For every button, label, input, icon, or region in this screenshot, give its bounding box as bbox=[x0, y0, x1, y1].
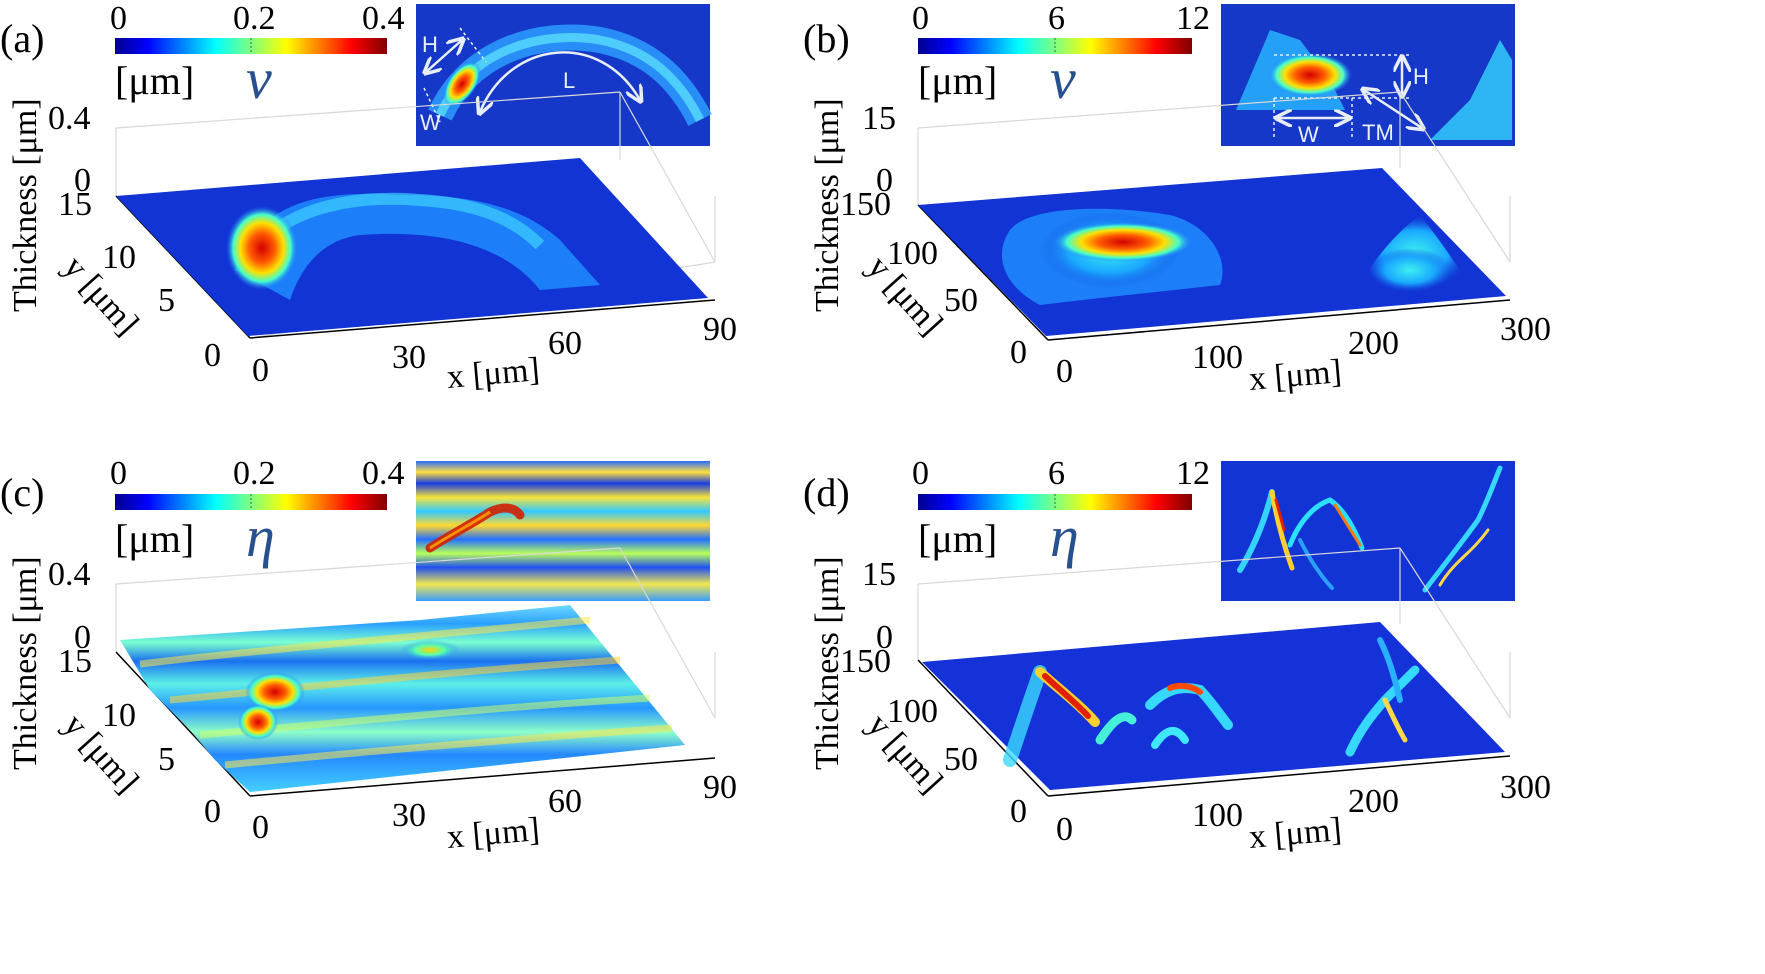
panel-b-y-tick: 150 bbox=[840, 186, 891, 223]
panel-d: (d) 0 6 12 [μm] η bbox=[803, 455, 1551, 856]
panel-d-x-label: x [μm] bbox=[1247, 811, 1343, 856]
panel-b-symbol: ν bbox=[1050, 46, 1076, 111]
panel-b-cbar-tick: 12 bbox=[1176, 0, 1210, 37]
panel-b-letter: (b) bbox=[803, 16, 850, 61]
panel-d-x-tick: 0 bbox=[1056, 811, 1073, 848]
panel-d-z-label: Thickness [μm] bbox=[809, 556, 846, 770]
panel-b-cbar-tick: 0 bbox=[912, 0, 929, 37]
panel-d-symbol: η bbox=[1050, 504, 1079, 569]
panel-a-x-tick: 0 bbox=[252, 352, 269, 389]
panel-a-inset: H L W bbox=[416, 4, 712, 146]
inset-label: L bbox=[563, 68, 575, 93]
panel-c-x-tick: 30 bbox=[392, 797, 426, 834]
panel-c-y-tick: 0 bbox=[204, 793, 221, 830]
inset-label: W bbox=[1298, 122, 1319, 147]
panel-a-unit: [μm] bbox=[115, 58, 194, 103]
panel-b-x-tick: 0 bbox=[1056, 353, 1073, 390]
panel-b-x-label: x [μm] bbox=[1247, 353, 1343, 398]
panel-d-x-tick: 200 bbox=[1348, 783, 1399, 820]
panel-c-z-label: Thickness [μm] bbox=[7, 556, 44, 770]
panel-c-cbar-tick: 0.4 bbox=[362, 455, 405, 492]
panel-c-x-label: x [μm] bbox=[445, 811, 541, 856]
panel-c-z-tick: 0 bbox=[74, 619, 91, 656]
panel-a-y-tick: 0 bbox=[204, 337, 221, 374]
panel-c-y-tick: 15 bbox=[58, 643, 92, 680]
panel-d-y-tick: 0 bbox=[1010, 793, 1027, 830]
panel-d-letter: (d) bbox=[803, 470, 850, 515]
panel-d-x-tick: 100 bbox=[1192, 797, 1243, 834]
panel-a-x-tick: 60 bbox=[548, 325, 582, 362]
panel-a: (a) 0 0.2 0.4 [μm] ν H L W bbox=[0, 0, 737, 396]
panel-d-x-tick: 300 bbox=[1500, 769, 1551, 806]
panel-b-y-tick: 100 bbox=[887, 235, 938, 272]
panel-c-unit: [μm] bbox=[115, 516, 194, 561]
panel-c: (c) 0 0.2 0.4 [μm] η 0.4 bbox=[0, 455, 737, 856]
panel-d-y-tick: 50 bbox=[944, 741, 978, 778]
panel-a-cbar-tick: 0.2 bbox=[233, 0, 276, 37]
panel-b-cbar-tick: 6 bbox=[1048, 0, 1065, 37]
panel-d-box bbox=[917, 547, 1511, 719]
panel-c-cbar-tick: 0.2 bbox=[233, 455, 276, 492]
panel-d-cbar-tick: 6 bbox=[1048, 455, 1065, 492]
panel-c-box bbox=[115, 547, 716, 719]
panel-c-x-tick: 0 bbox=[252, 809, 269, 846]
panel-a-y-tick: 5 bbox=[158, 282, 175, 319]
panel-d-y-tick: 100 bbox=[887, 693, 938, 730]
panel-c-x-tick: 90 bbox=[703, 769, 737, 806]
panel-d-z-tick: 15 bbox=[862, 556, 896, 593]
panel-b-unit: [μm] bbox=[918, 58, 997, 103]
panel-a-cbar-tick: 0.4 bbox=[362, 0, 405, 37]
panel-d-unit: [μm] bbox=[918, 516, 997, 561]
panel-d-z-tick: 0 bbox=[876, 619, 893, 656]
panel-b-x-tick: 200 bbox=[1348, 325, 1399, 362]
panel-a-x-tick: 90 bbox=[703, 311, 737, 348]
panel-b-box bbox=[917, 91, 1511, 263]
panel-d-inset bbox=[1221, 461, 1515, 601]
inset-label: W bbox=[420, 110, 441, 135]
panel-b-inset: H W TM bbox=[1221, 4, 1515, 147]
panel-c-y-tick: 5 bbox=[158, 741, 175, 778]
panel-c-z-tick: 0.4 bbox=[48, 556, 91, 593]
panel-b: (b) 0 6 12 [μm] ν H W TM bbox=[803, 0, 1551, 398]
panel-c-inset bbox=[416, 461, 710, 601]
panel-c-cbar-tick: 0 bbox=[110, 455, 127, 492]
panel-a-y-tick: 15 bbox=[58, 186, 92, 223]
panel-c-letter: (c) bbox=[0, 470, 44, 515]
panel-b-x-tick: 100 bbox=[1192, 339, 1243, 376]
inset-label: H bbox=[1413, 64, 1429, 89]
panel-b-z-tick: 0 bbox=[876, 162, 893, 199]
panel-b-y-tick: 0 bbox=[1010, 334, 1027, 371]
panel-a-x-label: x [μm] bbox=[445, 351, 541, 396]
panel-b-z-tick: 15 bbox=[862, 100, 896, 137]
panel-c-x-tick: 60 bbox=[548, 783, 582, 820]
panel-a-z-tick: 0 bbox=[74, 162, 91, 199]
panel-a-x-tick: 30 bbox=[392, 339, 426, 376]
inset-label: TM bbox=[1362, 120, 1394, 145]
panel-a-letter: (a) bbox=[0, 16, 44, 61]
inset-label: H bbox=[422, 32, 438, 57]
panel-a-y-tick: 10 bbox=[102, 239, 136, 276]
panel-b-z-label: Thickness [μm] bbox=[809, 98, 846, 312]
panel-d-cbar-tick: 12 bbox=[1176, 455, 1210, 492]
panel-c-symbol: η bbox=[246, 504, 275, 569]
panel-d-cbar-tick: 0 bbox=[912, 455, 929, 492]
panel-a-symbol: ν bbox=[246, 46, 272, 111]
panel-d-y-tick: 150 bbox=[840, 643, 891, 680]
panel-a-z-label: Thickness [μm] bbox=[7, 98, 44, 312]
panel-a-cbar-tick: 0 bbox=[110, 0, 127, 37]
panel-a-z-tick: 0.4 bbox=[48, 100, 91, 137]
panel-a-surface bbox=[116, 158, 708, 336]
panel-b-y-tick: 50 bbox=[944, 282, 978, 319]
panel-b-x-tick: 300 bbox=[1500, 311, 1551, 348]
panel-c-y-tick: 10 bbox=[102, 697, 136, 734]
